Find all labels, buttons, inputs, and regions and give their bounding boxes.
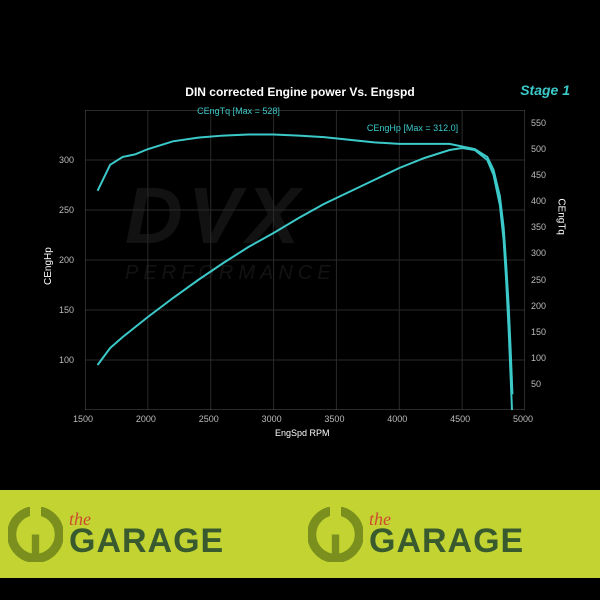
y-right-tick: 150	[531, 327, 546, 337]
y-right-tick: 450	[531, 170, 546, 180]
logo-left: the GARAGE	[0, 490, 300, 578]
footer-logo-bar: the GARAGE the GARAGE	[0, 490, 600, 578]
series-label: CEngHp [Max = 312.0]	[367, 123, 458, 133]
y-right-tick: 250	[531, 275, 546, 285]
logo-text-right: the GARAGE	[369, 512, 524, 556]
logo-garage: GARAGE	[369, 527, 524, 556]
y-right-tick: 300	[531, 248, 546, 258]
y-right-tick: 50	[531, 379, 541, 389]
chart-title: DIN corrected Engine power Vs. Engspd	[0, 85, 600, 99]
y-right-tick: 100	[531, 353, 546, 363]
y-left-tick: 150	[59, 305, 74, 315]
y-right-axis-label: CEngTq	[556, 198, 567, 235]
y-right-tick: 400	[531, 196, 546, 206]
x-tick: 4000	[387, 414, 407, 424]
logo-right: the GARAGE	[300, 490, 600, 578]
series-label: CEngTq [Max = 528]	[197, 106, 280, 116]
x-tick: 4500	[450, 414, 470, 424]
wrench-icon	[8, 507, 63, 562]
y-left-tick: 100	[59, 355, 74, 365]
y-left-tick: 300	[59, 155, 74, 165]
y-right-tick: 550	[531, 118, 546, 128]
x-tick: 2000	[136, 414, 156, 424]
logo-garage: GARAGE	[69, 527, 224, 556]
x-tick: 2500	[199, 414, 219, 424]
y-left-tick: 200	[59, 255, 74, 265]
stage-label: Stage 1	[520, 82, 570, 98]
y-right-tick: 500	[531, 144, 546, 154]
x-tick: 1500	[73, 414, 93, 424]
dyno-plot	[85, 110, 525, 410]
x-tick: 5000	[513, 414, 533, 424]
x-tick: 3500	[324, 414, 344, 424]
x-tick: 3000	[262, 414, 282, 424]
x-axis-label: EngSpd RPM	[275, 428, 330, 438]
logo-text-left: the GARAGE	[69, 512, 224, 556]
y-right-tick: 200	[531, 301, 546, 311]
y-right-tick: 350	[531, 222, 546, 232]
y-left-tick: 250	[59, 205, 74, 215]
wrench-icon	[308, 507, 363, 562]
y-left-axis-label: CEngHp	[43, 247, 54, 285]
